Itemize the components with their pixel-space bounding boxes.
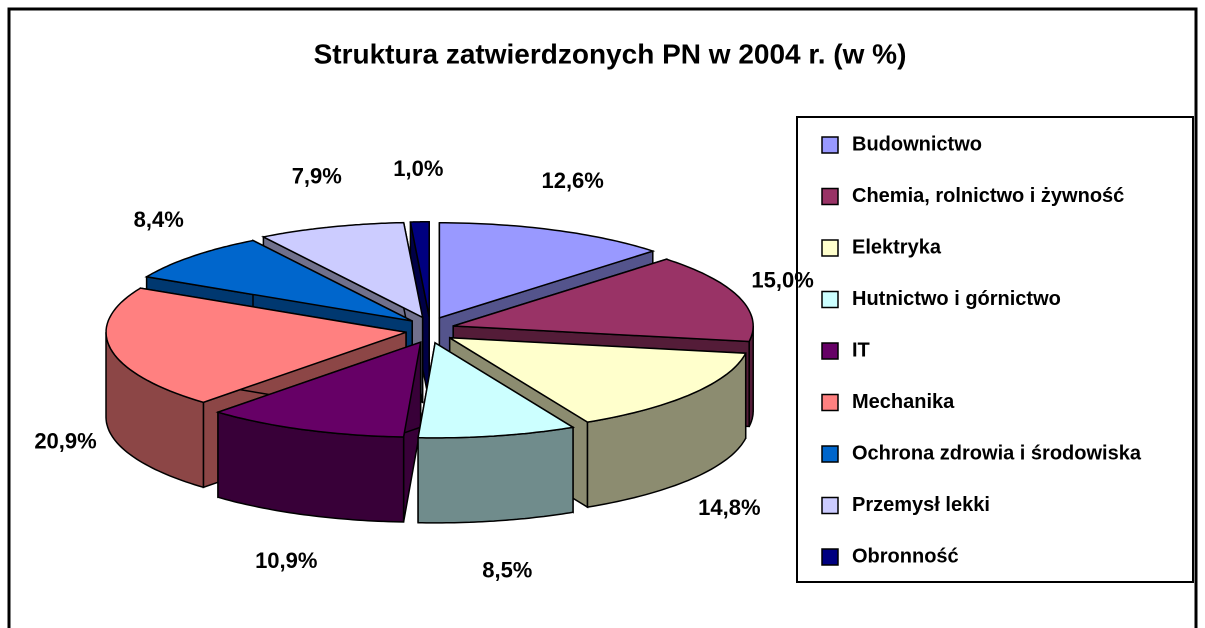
legend-label: Budownictwo bbox=[852, 133, 982, 155]
legend-label: Hutnictwo i górnictwo bbox=[852, 288, 1061, 310]
slice bbox=[261, 221, 424, 319]
slice bbox=[449, 337, 747, 423]
data-label: 1,0% bbox=[393, 156, 443, 181]
legend-label: Chemia, rolnictwo i żywność bbox=[852, 185, 1124, 207]
data-label: 8,5% bbox=[482, 557, 532, 582]
data-label: 12,6% bbox=[541, 168, 603, 193]
legend-swatch bbox=[821, 548, 839, 566]
slice bbox=[438, 222, 656, 319]
legend-swatch bbox=[821, 136, 839, 154]
legend-swatch bbox=[821, 445, 839, 463]
slice bbox=[105, 287, 407, 404]
slice-side bbox=[417, 426, 574, 524]
slice bbox=[409, 221, 430, 317]
legend-label: Przemysł lekki bbox=[852, 494, 990, 516]
data-label: 10,9% bbox=[255, 548, 317, 573]
data-label: 15,0% bbox=[751, 267, 813, 292]
slice bbox=[417, 341, 576, 439]
legend-label: Elektryka bbox=[852, 236, 942, 258]
legend-swatch bbox=[821, 496, 839, 515]
legend-label: Mechanika bbox=[852, 391, 955, 413]
legend-swatch bbox=[821, 239, 839, 257]
data-label: 7,9% bbox=[292, 163, 342, 188]
chart-title: Struktura zatwierdzonych PN w 2004 r. (w… bbox=[314, 38, 907, 69]
legend-label: Ochrona zdrowia i środowiska bbox=[852, 442, 1142, 464]
legend-swatch bbox=[821, 342, 839, 360]
legend-swatch bbox=[821, 290, 839, 309]
slice bbox=[215, 341, 422, 438]
slice bbox=[452, 258, 754, 343]
data-label: 8,4% bbox=[134, 207, 184, 232]
data-label: 20,9% bbox=[34, 428, 96, 453]
legend-label: Obronność bbox=[852, 545, 959, 567]
legend-swatch bbox=[821, 187, 839, 206]
legend-label: IT bbox=[852, 339, 870, 361]
data-label: 14,8% bbox=[698, 495, 760, 520]
legend-swatch bbox=[821, 393, 839, 412]
slice bbox=[144, 239, 413, 322]
legend-box bbox=[796, 116, 1194, 583]
